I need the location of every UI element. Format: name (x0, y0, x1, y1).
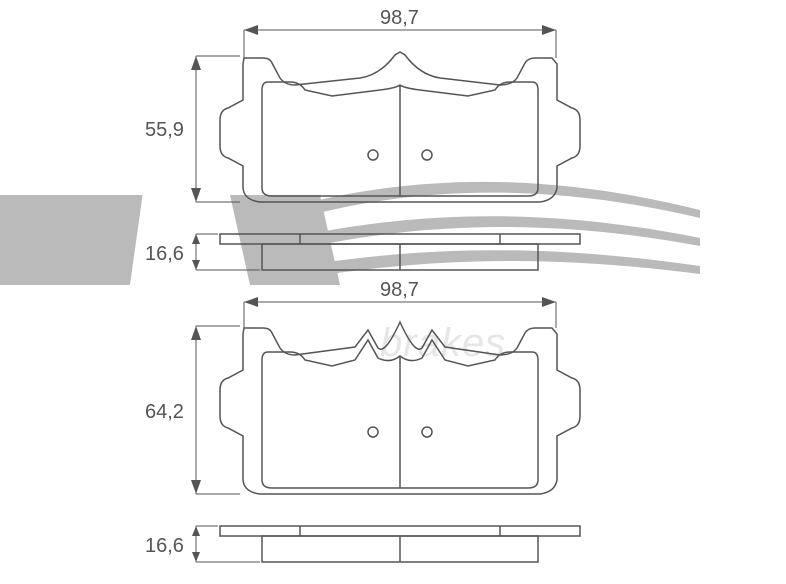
dim-bot-height-label: 64,2 (145, 401, 184, 423)
bottom-pad-side (220, 526, 580, 562)
watermark-sub-text: brakes (380, 321, 506, 365)
drawing-canvas: brakes 98,7 55,9 (0, 0, 786, 584)
top-pad-face (220, 52, 580, 202)
dim-bot-height: 64,2 (145, 326, 240, 494)
watermark: brakes (0, 182, 700, 365)
dim-top-width-label: 98,7 (380, 7, 419, 29)
dim-top-thick-label: 16,6 (145, 243, 184, 265)
dim-bot-width-label: 98,7 (380, 279, 419, 301)
dim-bot-thick: 16,6 (145, 526, 260, 562)
dim-top-width: 98,7 (244, 7, 556, 58)
dim-top-height-label: 55,9 (145, 119, 184, 141)
dim-top-height: 55,9 (145, 56, 240, 202)
dim-bot-thick-label: 16,6 (145, 535, 184, 557)
